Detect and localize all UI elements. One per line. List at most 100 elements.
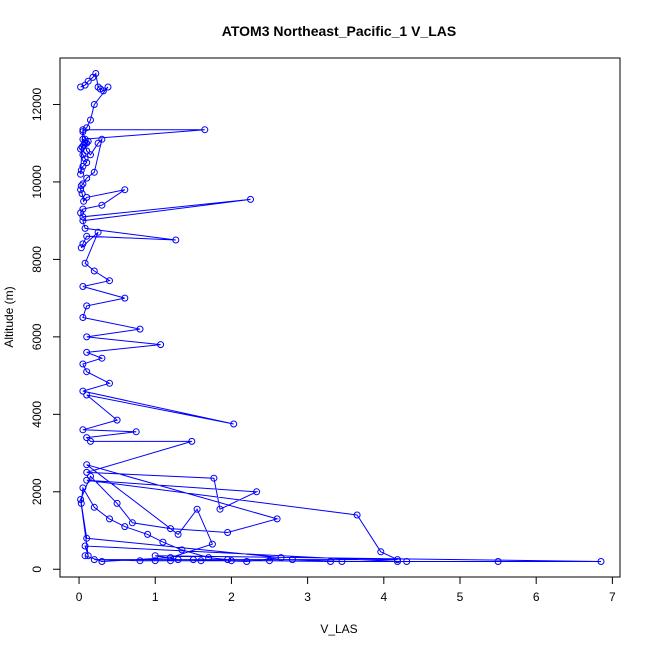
x-tick-label: 3	[304, 590, 311, 604]
data-point	[227, 557, 235, 565]
data-point	[83, 534, 91, 542]
x-tick-label: 2	[228, 590, 235, 604]
data-point	[90, 101, 98, 108]
plot-area	[59, 57, 621, 578]
x-tick-label: 0	[76, 590, 83, 604]
data-point	[113, 499, 121, 507]
data-point	[98, 135, 106, 143]
data-point	[121, 523, 129, 531]
data-point	[90, 168, 98, 176]
data-point	[90, 267, 98, 275]
data-point	[273, 515, 281, 523]
data-point	[90, 503, 98, 511]
data-point	[83, 174, 91, 182]
data-point	[77, 170, 85, 178]
data-point	[77, 182, 85, 190]
data-point	[144, 530, 152, 538]
y-axis: 0 2000 4000 6000 8000 10000 12000	[30, 87, 61, 573]
data-point	[79, 484, 87, 492]
data-point	[193, 505, 201, 513]
data-point	[208, 540, 216, 548]
data-point	[277, 554, 285, 562]
data-point	[172, 236, 180, 244]
data-point	[79, 205, 87, 213]
data-point	[94, 83, 102, 91]
data-point	[98, 201, 106, 209]
x-axis-label: V_LAS	[320, 622, 357, 636]
data-point	[79, 387, 87, 395]
data-point	[136, 325, 144, 333]
data-point	[92, 70, 100, 77]
data-point	[83, 368, 91, 376]
x-tick-label: 6	[533, 590, 540, 604]
data-point	[81, 552, 89, 560]
data-point	[79, 126, 87, 134]
series-line	[80, 72, 602, 563]
data-point	[83, 348, 91, 356]
data-point	[84, 552, 92, 560]
data-point	[78, 190, 86, 198]
data-point	[159, 538, 167, 546]
data-point	[174, 556, 182, 564]
data-point	[79, 360, 87, 368]
data-point	[94, 139, 102, 147]
data-point	[151, 552, 159, 560]
data-point	[77, 186, 85, 194]
data-point	[83, 476, 91, 484]
data-point	[167, 557, 174, 565]
data-point	[205, 554, 213, 562]
data-point	[98, 354, 106, 362]
data-point	[266, 557, 273, 565]
data-point	[394, 556, 401, 564]
data-point	[188, 437, 196, 445]
data-point	[83, 302, 91, 310]
chart-title: ATOM3 Northeast_Pacific_1 V_LAS	[222, 23, 456, 39]
data-point	[157, 341, 165, 349]
data-point	[77, 166, 85, 174]
data-point	[77, 496, 85, 503]
series-layer	[77, 70, 605, 565]
data-point	[79, 128, 87, 136]
data-point	[79, 314, 87, 321]
data-point	[77, 83, 85, 91]
y-tick-label: 0	[30, 566, 44, 573]
data-point	[79, 217, 87, 225]
data-point	[338, 558, 346, 565]
data-point	[83, 159, 91, 167]
y-tick-label: 8000	[30, 246, 44, 273]
data-point	[394, 558, 401, 565]
data-point	[353, 511, 361, 519]
data-point	[87, 151, 94, 159]
data-point	[128, 519, 136, 527]
data-point	[201, 126, 209, 134]
data-point	[81, 542, 89, 550]
data-point	[90, 556, 98, 564]
data-point	[230, 420, 238, 428]
data-point	[81, 155, 89, 163]
data-point	[83, 391, 91, 399]
data-point	[83, 124, 91, 132]
data-point	[77, 244, 85, 252]
x-tick-label: 1	[152, 590, 159, 604]
data-point	[87, 116, 94, 124]
data-point	[224, 529, 232, 536]
data-point	[597, 558, 605, 565]
data-point	[494, 558, 502, 565]
data-point	[79, 283, 87, 290]
y-tick-label: 4000	[30, 401, 44, 428]
data-point	[87, 472, 94, 480]
data-point	[98, 558, 106, 565]
data-point	[79, 151, 87, 159]
data-point	[83, 461, 91, 469]
data-point	[83, 333, 91, 341]
y-tick-label: 10000	[30, 165, 44, 199]
x-tick-label: 7	[609, 590, 616, 604]
data-point	[178, 546, 186, 554]
data-point	[121, 294, 129, 302]
data-point	[81, 259, 89, 267]
data-point	[403, 558, 411, 565]
data-point	[106, 277, 113, 285]
data-point	[83, 232, 91, 240]
data-point	[136, 557, 144, 565]
